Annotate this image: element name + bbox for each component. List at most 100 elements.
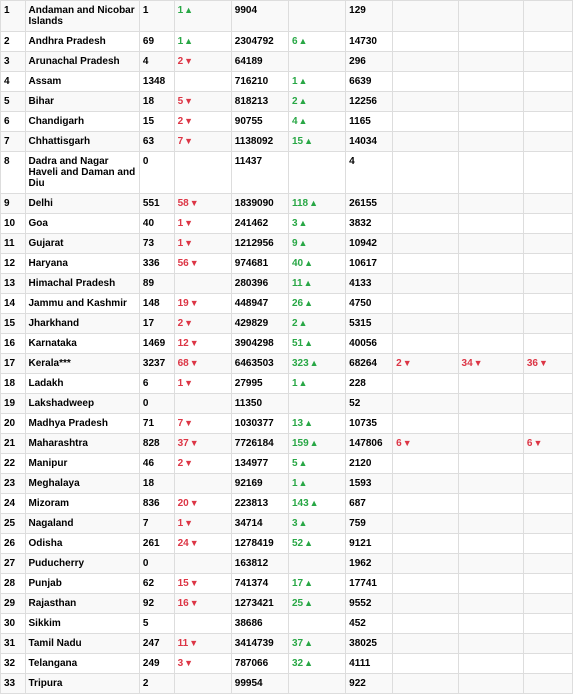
delta-cell <box>393 234 458 254</box>
table-row: 12Haryana33656▼97468140▲10617 <box>1 254 573 274</box>
arrow-down-icon: ▼ <box>190 438 199 448</box>
delta-cell: 32▲ <box>288 654 345 674</box>
arrow-up-icon: ▲ <box>304 338 313 348</box>
table-row: 1Andaman and Nicobar Islands11▲9904129 <box>1 1 573 32</box>
arrow-down-icon: ▼ <box>184 56 193 66</box>
state-cell: Sikkim <box>25 614 139 634</box>
delta-cell: 159▲ <box>288 434 345 454</box>
sno-cell: 32 <box>1 654 26 674</box>
delta-cell <box>458 554 523 574</box>
delta-cell <box>458 254 523 274</box>
delta-cell <box>174 614 231 634</box>
arrow-down-icon: ▼ <box>184 378 193 388</box>
sno-cell: 29 <box>1 594 26 614</box>
delta-cell: 11▲ <box>288 274 345 294</box>
arrow-down-icon: ▼ <box>190 258 199 268</box>
val-cell: 448947 <box>231 294 288 314</box>
delta-cell <box>458 152 523 194</box>
delta-cell <box>458 634 523 654</box>
delta-cell <box>458 132 523 152</box>
table-row: 4Assam13487162101▲6639 <box>1 72 573 92</box>
table-row: 16Karnataka146912▼390429851▲40056 <box>1 334 573 354</box>
sno-cell: 26 <box>1 534 26 554</box>
delta-cell <box>393 194 458 214</box>
delta-cell: 1▼ <box>174 514 231 534</box>
val-cell: 241462 <box>231 214 288 234</box>
table-row: 31Tamil Nadu24711▼341473937▲38025 <box>1 634 573 654</box>
sno-cell: 1 <box>1 1 26 32</box>
delta-cell: 1▼ <box>174 374 231 394</box>
val-cell: 836 <box>139 494 174 514</box>
arrow-up-icon: ▲ <box>184 5 193 15</box>
delta-cell <box>288 152 345 194</box>
delta-cell <box>458 434 523 454</box>
table-row: 23Meghalaya18921691▲1593 <box>1 474 573 494</box>
delta-cell: 1▲ <box>288 474 345 494</box>
delta-cell <box>458 52 523 72</box>
val-cell: 64189 <box>231 52 288 72</box>
delta-cell: 3▲ <box>288 214 345 234</box>
state-cell: Ladakh <box>25 374 139 394</box>
delta-cell <box>523 514 572 534</box>
val-cell: 452 <box>346 614 393 634</box>
val-cell: 89 <box>139 274 174 294</box>
delta-cell <box>458 374 523 394</box>
delta-cell: 20▼ <box>174 494 231 514</box>
delta-cell <box>458 112 523 132</box>
table-row: 25Nagaland71▼347143▲759 <box>1 514 573 534</box>
val-cell: 17 <box>139 314 174 334</box>
val-cell: 247 <box>139 634 174 654</box>
val-cell: 18 <box>139 92 174 112</box>
arrow-down-icon: ▼ <box>190 598 199 608</box>
delta-cell <box>288 52 345 72</box>
sno-cell: 12 <box>1 254 26 274</box>
sno-cell: 27 <box>1 554 26 574</box>
state-cell: Maharashtra <box>25 434 139 454</box>
delta-cell <box>288 614 345 634</box>
state-cell: Tripura <box>25 674 139 694</box>
val-cell: 4 <box>139 52 174 72</box>
state-cell: Kerala*** <box>25 354 139 374</box>
arrow-up-icon: ▲ <box>304 298 313 308</box>
val-cell: 2304792 <box>231 32 288 52</box>
delta-cell <box>523 554 572 574</box>
delta-cell <box>458 534 523 554</box>
delta-cell <box>523 594 572 614</box>
state-cell: Assam <box>25 72 139 92</box>
delta-cell <box>458 414 523 434</box>
delta-cell: 1▲ <box>174 32 231 52</box>
delta-cell: 4▲ <box>288 112 345 132</box>
arrow-down-icon: ▼ <box>184 218 193 228</box>
delta-cell <box>393 614 458 634</box>
delta-cell <box>393 152 458 194</box>
table-row: 20Madhya Pradesh717▼103037713▲10735 <box>1 414 573 434</box>
state-cell: Nagaland <box>25 514 139 534</box>
delta-cell <box>523 654 572 674</box>
delta-cell <box>458 294 523 314</box>
val-cell: 3904298 <box>231 334 288 354</box>
arrow-up-icon: ▲ <box>304 278 313 288</box>
val-cell: 0 <box>139 554 174 574</box>
val-cell: 4133 <box>346 274 393 294</box>
arrow-down-icon: ▼ <box>184 658 193 668</box>
delta-cell <box>523 334 572 354</box>
delta-cell <box>458 514 523 534</box>
val-cell: 3237 <box>139 354 174 374</box>
val-cell: 4111 <box>346 654 393 674</box>
table-row: 17Kerala***323768▼6463503323▲682642▼34▼3… <box>1 354 573 374</box>
delta-cell <box>393 574 458 594</box>
sno-cell: 10 <box>1 214 26 234</box>
val-cell: 716210 <box>231 72 288 92</box>
val-cell: 228 <box>346 374 393 394</box>
val-cell: 249 <box>139 654 174 674</box>
delta-cell <box>523 574 572 594</box>
delta-cell: 1▼ <box>174 214 231 234</box>
val-cell: 223813 <box>231 494 288 514</box>
state-cell: Telangana <box>25 654 139 674</box>
table-row: 26Odisha26124▼127841952▲9121 <box>1 534 573 554</box>
table-row: 7Chhattisgarh637▼113809215▲14034 <box>1 132 573 152</box>
delta-cell <box>523 294 572 314</box>
delta-cell: 1▲ <box>174 1 231 32</box>
arrow-up-icon: ▲ <box>304 136 313 146</box>
val-cell: 1138092 <box>231 132 288 152</box>
